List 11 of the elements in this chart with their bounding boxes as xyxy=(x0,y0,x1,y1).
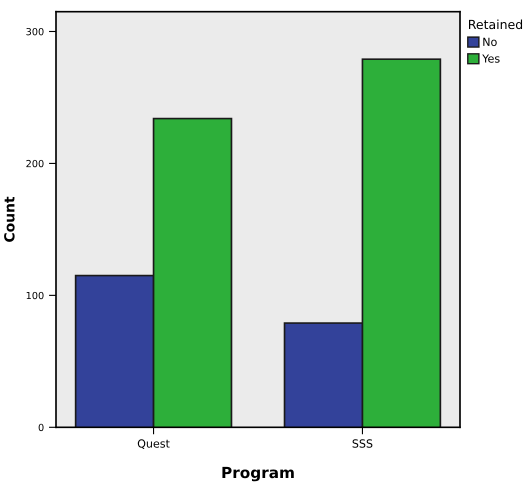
y-tick-label: 100 xyxy=(26,292,44,300)
legend-label: Yes xyxy=(482,54,500,63)
y-tick-label: 300 xyxy=(26,28,44,36)
x-tick-label: SSS xyxy=(352,439,372,448)
legend-title: Retained xyxy=(469,19,522,30)
y-axis-title: Count xyxy=(4,196,15,242)
y-tick-label: 200 xyxy=(26,160,44,168)
y-tick-label: 0 xyxy=(38,424,44,432)
legend-label: No xyxy=(483,38,497,46)
x-tick-label: Quest xyxy=(138,439,170,449)
x-axis-title: Program xyxy=(222,466,294,482)
